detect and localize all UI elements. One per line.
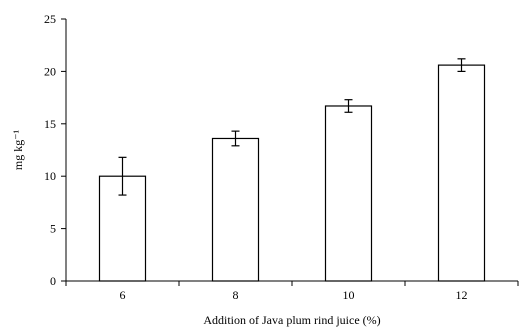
y-tick-label: 5 [50,222,56,236]
y-tick-label: 25 [44,12,56,26]
x-tick-label: 6 [120,288,126,302]
error-bar-12 [457,58,466,73]
bars [98,64,486,282]
x-tick-label: 8 [233,288,239,302]
y-tick-label: 10 [44,169,56,183]
error-bar-8 [231,130,240,147]
error-bar-6 [118,156,127,196]
y-tick-label: 0 [50,274,56,288]
x-tick-label: 10 [343,288,355,302]
bar-10 [324,105,373,282]
y-tick-label: 20 [44,64,56,78]
x-tick-label: 12 [456,288,468,302]
bar-8 [211,137,260,282]
y-axis-ticks: 0 5 10 15 20 25 [44,12,66,288]
y-tick-label: 15 [44,117,56,131]
x-axis-ticks: 6 8 10 12 [65,281,519,302]
error-bar-10 [344,99,353,113]
error-bars [118,58,466,196]
x-axis-title: Addition of Java plum rind juice (%) [203,313,380,327]
y-axis-title: mg kg⁻¹ [11,129,25,170]
bar-12 [437,64,486,282]
